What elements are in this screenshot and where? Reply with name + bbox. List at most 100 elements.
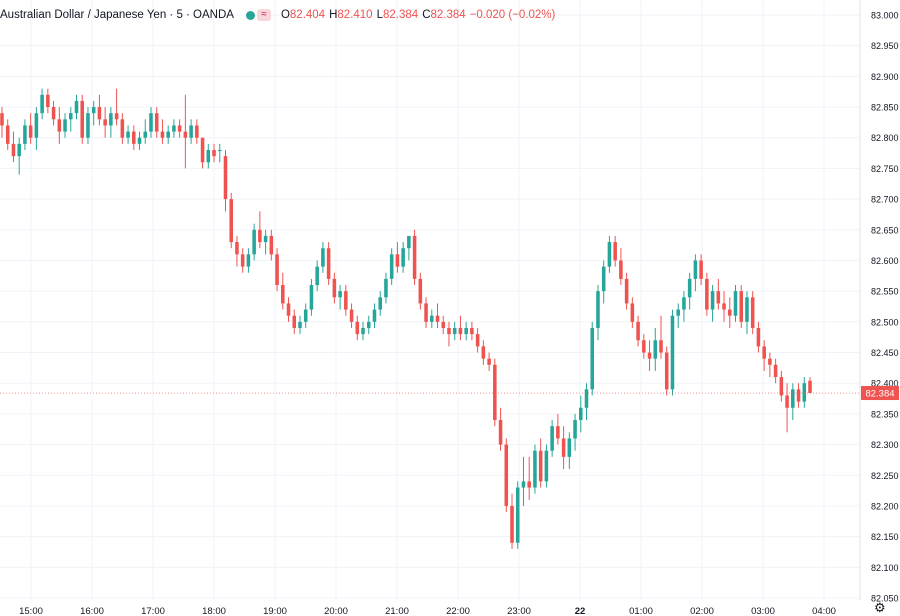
- time-tick-label: 16:00: [80, 606, 104, 616]
- price-tick-label: 82.750: [871, 164, 899, 174]
- candle-body: [149, 113, 153, 132]
- price-tick-label: 82.050: [871, 594, 899, 604]
- candle-body: [773, 364, 778, 378]
- candle: [773, 358, 778, 384]
- candle: [487, 352, 491, 371]
- candle-body: [200, 137, 205, 163]
- candle: [687, 272, 692, 310]
- candle: [676, 303, 680, 328]
- candles: [0, 88, 812, 549]
- low-value: L82.384: [376, 9, 419, 21]
- candle-body: [768, 358, 772, 365]
- candle-body: [498, 420, 503, 445]
- candle: [97, 94, 102, 126]
- candle-body: [389, 254, 394, 279]
- candle: [240, 248, 245, 273]
- candle: [217, 143, 222, 163]
- candle-body: [51, 107, 56, 120]
- candle: [195, 119, 199, 144]
- candle-body: [624, 278, 629, 304]
- candle: [0, 107, 4, 138]
- candle: [292, 309, 297, 335]
- candle-body: [435, 315, 440, 322]
- candle: [458, 315, 463, 341]
- candle: [281, 272, 285, 310]
- close-value: C82.384: [422, 9, 466, 21]
- price-tick-label: 82.150: [871, 532, 899, 542]
- candle-body: [687, 278, 692, 298]
- candle-body: [796, 389, 801, 402]
- gear-icon[interactable]: ⚙: [874, 600, 886, 615]
- candle-body: [235, 242, 239, 255]
- candle-body: [779, 377, 784, 396]
- candle-body: [132, 131, 136, 144]
- candle: [808, 377, 812, 394]
- candle-body: [263, 235, 268, 243]
- candle-body: [802, 383, 807, 402]
- candle: [538, 438, 543, 488]
- time-axis[interactable]: 15:00 16:00 17:00 18:00 19:00 20:00 21:00 22:00…: [19, 606, 836, 616]
- candle: [114, 88, 119, 126]
- candle: [263, 229, 268, 255]
- candle-body: [28, 125, 33, 138]
- candle-body: [739, 291, 744, 322]
- candle: [206, 143, 211, 169]
- candle-body: [349, 309, 354, 322]
- candle-body: [137, 137, 142, 144]
- candle: [710, 285, 715, 322]
- candle-body: [57, 119, 62, 132]
- candle-body: [11, 143, 16, 157]
- candle-body: [281, 285, 285, 304]
- candle: [51, 100, 56, 126]
- time-tick-label: 19:00: [263, 606, 287, 616]
- candle: [498, 407, 503, 451]
- candle: [418, 272, 423, 310]
- candle-body: [298, 321, 302, 328]
- candle-body: [716, 291, 721, 304]
- price-tick-label: 82.550: [871, 287, 899, 297]
- price-axis[interactable]: 83.000 82.950 82.900 82.850 82.800 82.750 82.7…: [871, 11, 899, 604]
- wave-icon[interactable]: ≈: [256, 9, 271, 21]
- candle: [693, 254, 698, 292]
- candle-body: [441, 321, 446, 328]
- candle: [303, 303, 308, 328]
- candle-body: [670, 315, 675, 390]
- candle-body: [727, 309, 732, 316]
- candle-body: [286, 303, 291, 316]
- candle: [727, 297, 732, 328]
- candle-body: [372, 309, 377, 322]
- candle: [40, 88, 44, 120]
- candle: [332, 272, 337, 304]
- candle-body: [521, 481, 526, 488]
- candle-body: [74, 100, 79, 114]
- candle: [166, 125, 170, 144]
- candle: [17, 137, 21, 175]
- candle: [596, 285, 600, 341]
- candle: [80, 94, 85, 144]
- price-tick-label: 82.850: [871, 103, 899, 113]
- candle: [126, 125, 130, 144]
- candle: [258, 211, 262, 249]
- candle-body: [430, 315, 434, 322]
- candle: [584, 383, 589, 421]
- price-tick-label: 82.450: [871, 348, 899, 358]
- time-tick-label: 20:00: [324, 606, 348, 616]
- candle-body: [86, 113, 90, 138]
- candle: [286, 297, 291, 322]
- candle-body: [275, 254, 279, 286]
- price-tick-label: 82.500: [871, 317, 899, 327]
- symbol-title[interactable]: Australian Dollar / Japanese Yen · 5 · O…: [0, 9, 234, 21]
- candle: [5, 119, 10, 151]
- candle: [430, 309, 434, 328]
- candle: [601, 260, 606, 304]
- candle: [521, 456, 526, 506]
- price-tick-label: 82.700: [871, 195, 899, 205]
- candle: [355, 315, 360, 341]
- candle-body: [40, 94, 44, 114]
- candle: [183, 94, 188, 169]
- candle: [533, 444, 537, 494]
- candle-body: [630, 303, 635, 322]
- candle-body: [68, 113, 73, 120]
- market-status-icon: [245, 10, 255, 20]
